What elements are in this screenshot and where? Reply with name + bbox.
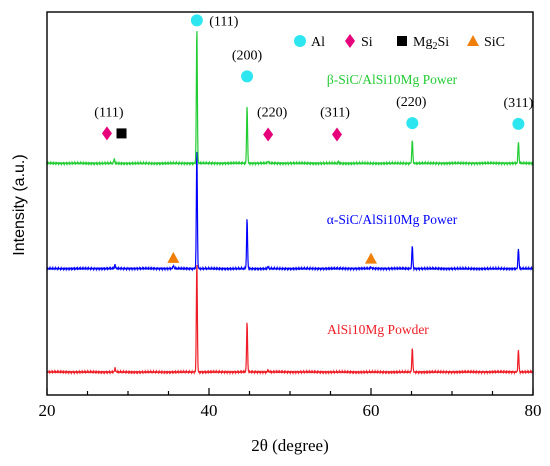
phase-marker-al <box>512 117 525 130</box>
x-tick-label: 60 <box>363 401 380 420</box>
series-label: AlSi10Mg Powder <box>327 322 429 337</box>
x-tick-label: 20 <box>39 401 56 420</box>
phase-marker-si <box>263 127 274 142</box>
phase-markers <box>101 14 525 264</box>
series-line-sic-alsi10mg-power <box>46 151 534 272</box>
x-axis-label: 2θ (degree) <box>251 436 329 455</box>
hkl-label: (311) <box>320 106 350 121</box>
series-line-sic-alsi10mg-power <box>46 31 534 167</box>
phase-marker-si <box>101 126 112 141</box>
legend-label-si: Si <box>361 35 373 50</box>
hkl-label: (200) <box>232 48 263 63</box>
series-label: α-SiC/AlSi10Mg Power <box>327 212 458 227</box>
legend-symbol-al <box>294 35 306 47</box>
y-axis-label: Intensity (a.u.) <box>11 154 28 255</box>
x-tick-label: 40 <box>201 401 218 420</box>
hkl-label: (111) <box>94 105 124 120</box>
legend-label-al: Al <box>311 35 325 50</box>
legend-label-sic: SiC <box>484 35 505 50</box>
phase-marker-al <box>241 70 254 83</box>
plot-frame <box>46 11 534 396</box>
x-axis: 20 40 60 80 <box>39 388 542 420</box>
legend-symbol-si <box>345 34 355 48</box>
legend-symbol-sic <box>467 35 479 46</box>
traces <box>46 31 534 376</box>
hkl-labels: (111) (200) (220) (311) (111) (220) (311) <box>94 14 533 120</box>
phase-marker-al <box>190 14 203 27</box>
hkl-label: (311) <box>504 96 534 111</box>
legend-symbol-mg2si <box>397 36 407 46</box>
x-tick-label: 80 <box>525 401 542 420</box>
legend-label-mg2si: Mg2Si <box>413 35 449 52</box>
phase-marker-mg2si <box>116 128 127 139</box>
series-line-alsi10mg-powder <box>46 264 534 376</box>
phase-marker-al <box>406 117 419 130</box>
series-labels: AlSi10Mg Powder α-SiC/AlSi10Mg Power β-SiC… <box>327 72 458 337</box>
series-label: β-SiC/AlSi10Mg Power <box>327 72 458 87</box>
phase-marker-sic <box>365 252 377 264</box>
phase-marker-si <box>331 127 342 142</box>
hkl-label: (220) <box>257 106 288 121</box>
phase-marker-sic <box>167 251 180 263</box>
hkl-label: (111) <box>209 14 239 29</box>
hkl-label: (220) <box>396 95 427 110</box>
legend: Al Si Mg2Si SiC <box>294 34 505 52</box>
